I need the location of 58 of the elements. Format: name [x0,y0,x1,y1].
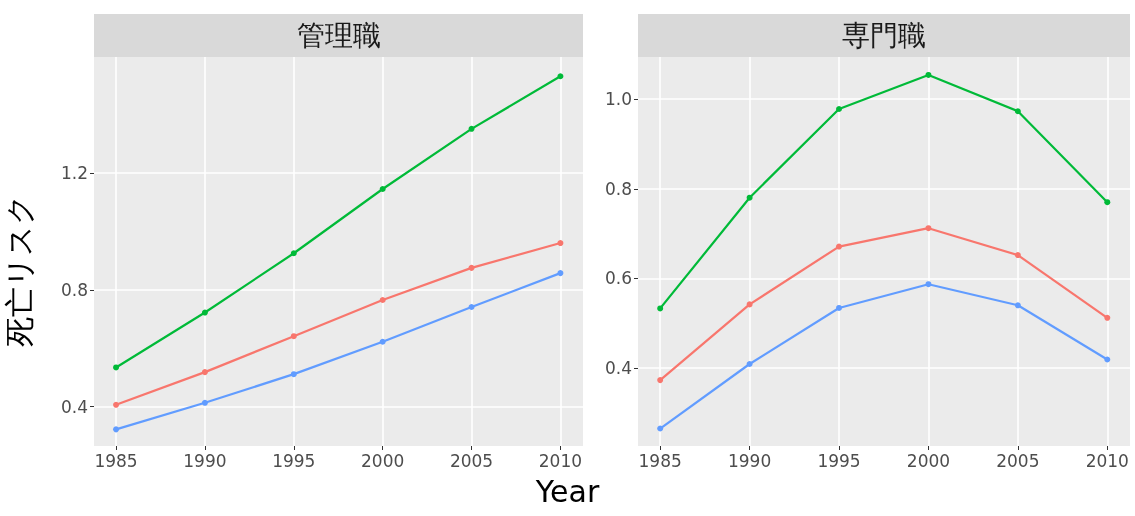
point [379,296,386,303]
point [746,194,753,201]
y-tick-label: 1.0 [604,89,632,110]
y-tick-label: 0.4 [60,396,88,417]
chart-title: 管理職 [296,19,381,52]
y-tick-label: 0.8 [60,279,88,300]
point [836,105,843,112]
y-tick-label: 0.6 [604,268,632,289]
point [113,401,120,408]
point [201,309,208,316]
point [468,264,475,271]
x-tick-label: 1990 [183,450,227,471]
point [290,333,297,340]
point [746,301,753,308]
point [925,225,932,232]
point [557,270,564,277]
chart-title: 専門職 [842,19,926,52]
x-tick-label: 1995 [817,450,861,471]
point [1104,314,1111,321]
x-tick-label: 2005 [996,450,1040,471]
point [379,338,386,345]
y-tick-label: 1.2 [60,162,88,183]
x-tick-label: 2000 [906,450,951,471]
x-tick-label: 2010 [538,450,583,471]
point [379,186,386,192]
x-tick-label: 1990 [727,450,772,471]
point [1014,108,1021,115]
point [1014,302,1021,309]
x-tick-label: 1995 [272,450,316,471]
point [657,305,664,312]
point [1104,199,1111,206]
point [201,399,208,406]
x-tick-label: 2005 [449,450,494,471]
x-tick-label: 1985 [94,450,138,471]
point [657,425,664,432]
point [925,281,932,288]
y-tick-label: 0.8 [604,178,632,199]
x-tick-label: 1985 [638,450,682,471]
point [290,371,297,378]
x-tick-label: 2010 [1085,450,1129,471]
point [468,303,475,310]
point [836,304,843,311]
x-tick-label: 2000 [361,450,405,471]
y-axis-title: 死亡リスク [0,193,38,349]
point [557,240,564,247]
point [836,243,843,250]
y-tick-label: 0.4 [604,358,632,379]
point [746,360,753,367]
point [557,73,564,80]
point [1014,252,1021,259]
point [468,125,475,132]
point [201,369,208,376]
point [925,71,932,78]
point [113,426,120,433]
x-axis-title: Year [534,474,601,509]
point [113,364,120,371]
point [290,250,297,257]
point [657,377,664,384]
